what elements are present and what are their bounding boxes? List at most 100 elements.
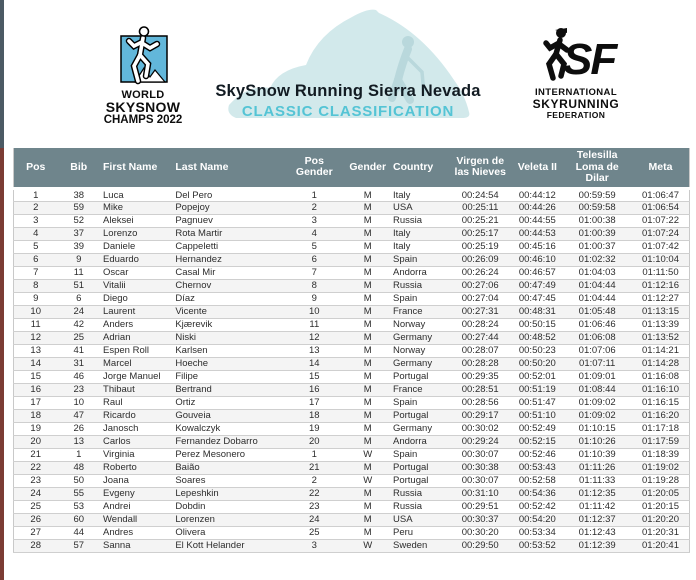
cell-meta: 01:10:04 — [631, 253, 690, 267]
table-row: 20 13 Carlos Fernandez Dobarro 20 M Andorra 00:… — [13, 435, 690, 449]
column-header-country: Country — [390, 148, 449, 190]
cell-telesilla_loma_de_dilar: 01:07:11 — [562, 357, 632, 371]
cell-virgen_de_las_nieves: 00:28:24 — [448, 318, 513, 332]
cell-pos_gender: 2 — [283, 201, 346, 215]
cell-gender: M — [345, 292, 390, 306]
cell-veleta_ii: 00:44:55 — [512, 214, 563, 228]
cell-virgen_de_las_nieves: 00:29:35 — [448, 370, 513, 384]
cell-veleta_ii: 00:52:01 — [512, 370, 563, 384]
cell-meta: 01:17:59 — [631, 435, 690, 449]
cell-first_name: Carlos — [100, 435, 173, 449]
cell-gender: M — [345, 370, 390, 384]
cell-gender: W — [345, 539, 390, 553]
skier-silhouette-icon — [388, 36, 426, 104]
cell-first_name: Diego — [100, 292, 173, 306]
cell-pos: 2 — [13, 201, 58, 215]
cell-last_name: Cappeletti — [172, 240, 284, 254]
cell-last_name: Vicente — [172, 305, 284, 319]
cell-gender: M — [345, 500, 390, 514]
cell-meta: 01:18:39 — [631, 448, 690, 462]
cell-last_name: Fernandez Dobarro — [172, 435, 284, 449]
cell-virgen_de_las_nieves: 00:27:44 — [448, 331, 513, 345]
cell-gender: W — [345, 448, 390, 462]
table-row: 11 42 Anders Kjærevik 11 M Norway 00:28:24 00:50… — [13, 318, 690, 332]
table-row: 3 52 Aleksei Pagnuev 3 M Russia 00:25:21 00:44:5… — [13, 214, 690, 228]
cell-last_name: Dobdin — [172, 500, 284, 514]
cell-last_name: Gouveia — [172, 409, 284, 423]
cell-pos_gender: 22 — [283, 487, 346, 501]
left-logo-line-world: WORLD — [121, 89, 165, 101]
cell-meta: 01:16:08 — [631, 370, 690, 384]
cell-telesilla_loma_de_dilar: 01:09:01 — [562, 370, 632, 384]
cell-bib: 60 — [57, 513, 101, 527]
skysnow-runner-icon — [120, 26, 168, 85]
table-row: 27 44 Andres Olivera 25 M Peru 00:30:20 00:53:34… — [13, 526, 690, 540]
cell-first_name: Thibaut — [100, 383, 173, 397]
cell-veleta_ii: 00:50:20 — [512, 357, 563, 371]
cell-telesilla_loma_de_dilar: 01:07:06 — [562, 344, 632, 358]
cell-telesilla_loma_de_dilar: 01:04:44 — [562, 292, 632, 306]
cell-meta: 01:16:20 — [631, 409, 690, 423]
cell-virgen_de_las_nieves: 00:29:17 — [448, 409, 513, 423]
isf-monogram-text: SF — [563, 35, 618, 84]
cell-veleta_ii: 00:46:10 — [512, 253, 563, 267]
classification-subtitle: CLASSIC CLASSIFICATION — [241, 103, 455, 120]
cell-last_name: El Kott Helander — [172, 539, 284, 553]
table-row: 1 38 Luca Del Pero 1 M Italy 00:24:54 00:44:12 00… — [13, 188, 690, 202]
cell-virgen_de_las_nieves: 00:30:37 — [448, 513, 513, 527]
cell-pos: 24 — [13, 487, 58, 501]
isf-logo: SF INTERNATIONAL SKYRUNNING FEDERATION — [522, 26, 630, 120]
cell-telesilla_loma_de_dilar: 01:04:03 — [562, 266, 632, 280]
cell-meta: 01:07:42 — [631, 240, 690, 254]
cell-veleta_ii: 00:52:46 — [512, 448, 563, 462]
cell-pos_gender: 23 — [283, 500, 346, 514]
cell-country: Italy — [390, 188, 449, 202]
cell-pos_gender: 6 — [283, 253, 346, 267]
cell-meta: 01:14:21 — [631, 344, 690, 358]
mountain-blob-shape — [228, 9, 470, 118]
cell-pos_gender: 9 — [283, 292, 346, 306]
cell-last_name: Casal Mir — [172, 266, 284, 280]
cell-country: Norway — [390, 344, 449, 358]
cell-pos_gender: 21 — [283, 461, 346, 475]
cell-pos_gender: 2 — [283, 474, 346, 488]
cell-pos_gender: 14 — [283, 357, 346, 371]
cell-veleta_ii: 00:47:49 — [512, 279, 563, 293]
cell-first_name: Daniele — [100, 240, 173, 254]
cell-gender: M — [345, 422, 390, 436]
cell-pos_gender: 15 — [283, 370, 346, 384]
cell-pos: 23 — [13, 474, 58, 488]
cell-country: France — [390, 383, 449, 397]
cell-pos_gender: 3 — [283, 539, 346, 553]
cell-pos_gender: 19 — [283, 422, 346, 436]
cell-veleta_ii: 00:51:19 — [512, 383, 563, 397]
cell-gender: M — [345, 214, 390, 228]
cell-virgen_de_las_nieves: 00:28:56 — [448, 396, 513, 410]
cell-pos_gender: 16 — [283, 383, 346, 397]
cell-pos_gender: 20 — [283, 435, 346, 449]
table-row: 2 59 Mike Popejoy 2 M USA 00:25:11 00:44:26 00:59… — [13, 201, 690, 215]
cell-veleta_ii: 00:51:10 — [512, 409, 563, 423]
cell-country: Germany — [390, 422, 449, 436]
cell-telesilla_loma_de_dilar: 01:00:38 — [562, 214, 632, 228]
cell-bib: 50 — [57, 474, 101, 488]
cell-meta: 01:14:28 — [631, 357, 690, 371]
cell-pos_gender: 25 — [283, 526, 346, 540]
cell-pos: 21 — [13, 448, 58, 462]
cell-last_name: Popejoy — [172, 201, 284, 215]
cell-gender: M — [345, 344, 390, 358]
cell-pos: 3 — [13, 214, 58, 228]
table-row: 12 25 Adrian Niski 12 M Germany 00:27:44 00:48:5… — [13, 331, 690, 345]
cell-gender: M — [345, 266, 390, 280]
cell-first_name: Mike — [100, 201, 173, 215]
cell-last_name: Bertrand — [172, 383, 284, 397]
column-header-last_name: Last Name — [172, 148, 284, 190]
left-edge-strip-top — [0, 0, 4, 148]
cell-pos: 12 — [13, 331, 58, 345]
cell-pos_gender: 12 — [283, 331, 346, 345]
cell-meta: 01:06:54 — [631, 201, 690, 215]
cell-veleta_ii: 00:53:52 — [512, 539, 563, 553]
cell-gender: M — [345, 396, 390, 410]
cell-gender: M — [345, 240, 390, 254]
table-row: 18 47 Ricardo Gouveia 18 M Portugal 00:29:17 00:… — [13, 409, 690, 423]
